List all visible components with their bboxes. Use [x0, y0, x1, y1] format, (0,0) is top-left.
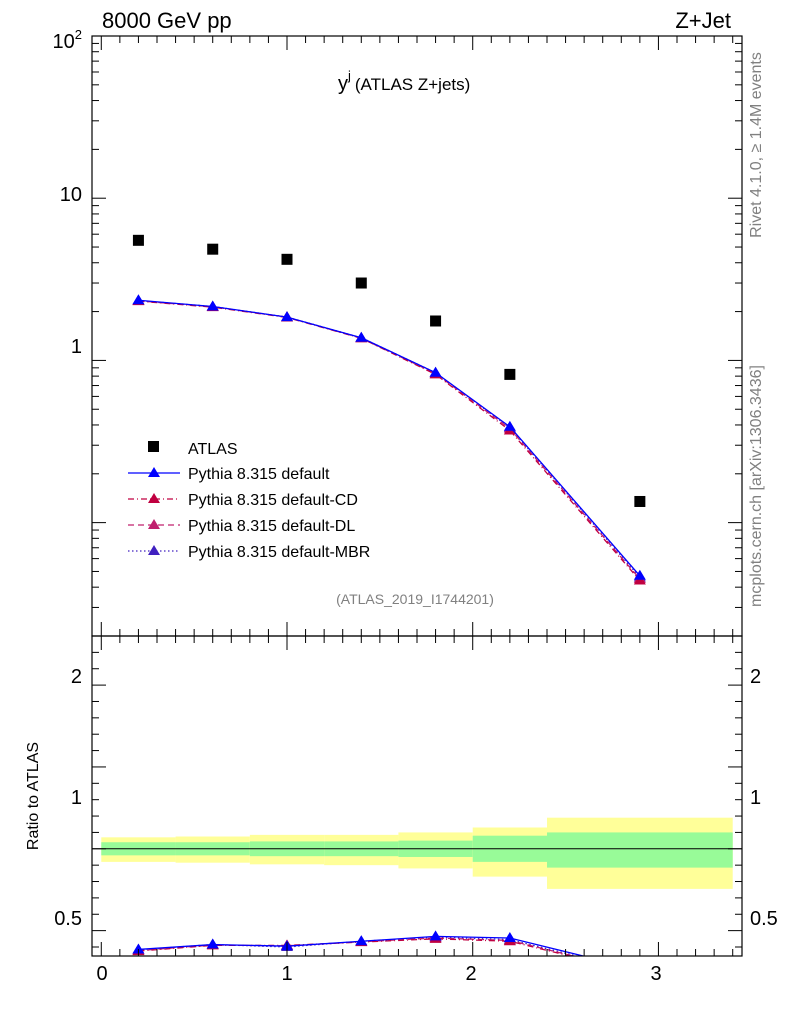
ratio-marker-pythia-8-315-default: [429, 930, 442, 941]
x-tick-label-3: 3: [650, 963, 661, 985]
legend-label-default-cd: Pythia 8.315 default-CD: [188, 492, 358, 509]
energy-label: 8000 GeV pp: [102, 8, 232, 33]
marker-pythia-8-315-default: [633, 569, 646, 580]
plot-title-rest: (ATLAS Z+jets): [355, 75, 470, 94]
legend-label-default-dl: Pythia 8.315 default-DL: [188, 518, 355, 535]
legend-label-default: Pythia 8.315 default: [188, 466, 330, 483]
x-tick-label-0: 0: [96, 963, 107, 985]
marker-pythia-8-315-default: [355, 331, 368, 342]
ratio-mc-curves: [132, 930, 586, 956]
legend-item-default: Pythia 8.315 default: [128, 466, 330, 483]
marker-pythia-8-315-default: [429, 366, 442, 377]
ratio-y-axis-label: Ratio to ATLAS: [25, 742, 42, 850]
ratio-tick-label-right-2: 2: [750, 666, 761, 688]
atlas-data-point: [634, 495, 646, 507]
legend-label-atlas: ATLAS: [188, 441, 238, 458]
legend-marker-default-dl: [148, 519, 160, 529]
plot-title: yj (ATLAS Z+jets): [338, 68, 470, 95]
ratio-marker-pythia-8-315-default: [206, 938, 219, 949]
line-pythia-8-315-default-mbr: [138, 299, 641, 578]
legend-marker-default-cd: [148, 493, 160, 503]
analysis-id: (ATLAS_2019_I1744201): [336, 591, 494, 607]
ratio-panel-frame: [91, 635, 743, 957]
ratio-marker-pythia-8-315-default: [132, 943, 145, 954]
atlas-data-point: [430, 315, 442, 327]
x-tick-label-2: 2: [465, 963, 476, 985]
y-tick-label-10: 10: [60, 184, 82, 206]
marker-pythia-8-315-default: [281, 311, 293, 322]
ratio-tick-label-right-0.5: 0.5: [750, 908, 778, 930]
y-tick-label-100: 102: [53, 27, 82, 53]
line-pythia-8-315-default-dl: [138, 300, 641, 580]
ratio-tick-label-right-1: 1: [750, 787, 761, 809]
atlas-data-point: [281, 253, 293, 265]
marker-pythia-8-315-default: [206, 300, 219, 311]
legend-label-default-mbr: Pythia 8.315 default-MBR: [188, 544, 370, 561]
ratio-tick-label-1: 1: [71, 787, 82, 809]
legend-marker-default-mbr: [148, 545, 160, 555]
atlas-data-point: [504, 368, 516, 380]
main-mc-curves: [132, 234, 646, 585]
ratio-tick-label-2: 2: [71, 666, 82, 688]
marker-pythia-8-315-default: [132, 294, 145, 305]
legend-item-default-dl: Pythia 8.315 default-DL: [128, 518, 355, 535]
legend-marker-atlas: [148, 441, 159, 452]
atlas-data-point: [355, 277, 367, 289]
atlas-data-point: [207, 243, 219, 255]
rivet-version-label: Rivet 4.1.0, ≥ 1.4M events: [748, 52, 765, 238]
legend-item-atlas: ATLAS: [148, 441, 238, 458]
ratio-marker-pythia-8-315-default: [355, 935, 368, 946]
plot-title-var: y: [338, 73, 348, 95]
plot-title-sup: j: [347, 68, 351, 83]
legend: ATLAS Pythia 8.315 default Pythia 8.315 …: [128, 441, 370, 561]
axis-ticks: [92, 35, 742, 956]
ratio-marker-pythia-8-315-default: [503, 931, 516, 942]
legend-marker-default: [148, 467, 160, 477]
process-label: Z+Jet: [675, 8, 731, 33]
legend-item-default-cd: Pythia 8.315 default-CD: [128, 492, 358, 509]
mcplots-label: mcplots.cern.ch [arXiv:1306.3436]: [748, 365, 765, 607]
y-tick-label-1: 1: [71, 336, 82, 358]
x-tick-label-1: 1: [281, 963, 292, 985]
ratio-tick-label-0.5: 0.5: [54, 908, 82, 930]
atlas-data-point: [132, 234, 144, 246]
stat-band-bin-6: [547, 832, 733, 868]
ratio-uncertainty-bands: [92, 817, 742, 889]
legend-item-default-mbr: Pythia 8.315 default-MBR: [128, 544, 370, 561]
marker-pythia-8-315-default: [503, 420, 516, 431]
